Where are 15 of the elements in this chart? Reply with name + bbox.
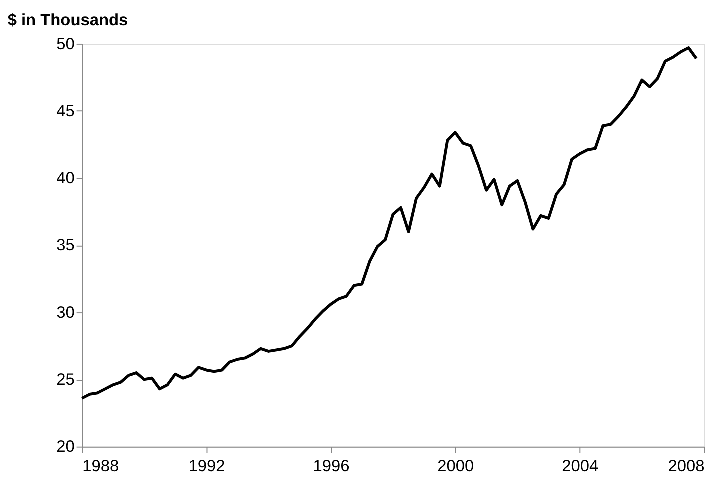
x-tick-label: 2004 [562,457,599,476]
y-tick-label: 30 [56,304,75,322]
y-tick-label: 45 [56,102,75,120]
x-tick-label: 2000 [438,457,474,476]
y-tick-label: 20 [56,438,75,456]
y-tick-label: 25 [56,371,75,390]
x-tick-label: 1988 [82,457,120,476]
y-tick-label: 40 [56,170,75,188]
x-tick-label: 2008 [668,457,705,476]
x-tick-label: 1996 [313,457,350,476]
y-tick-label: 50 [56,35,75,54]
chart-title: $ in Thousands [8,12,128,30]
x-tick-label: 1992 [188,457,226,476]
y-tick-label: 35 [56,236,75,255]
line-series [80,46,698,400]
